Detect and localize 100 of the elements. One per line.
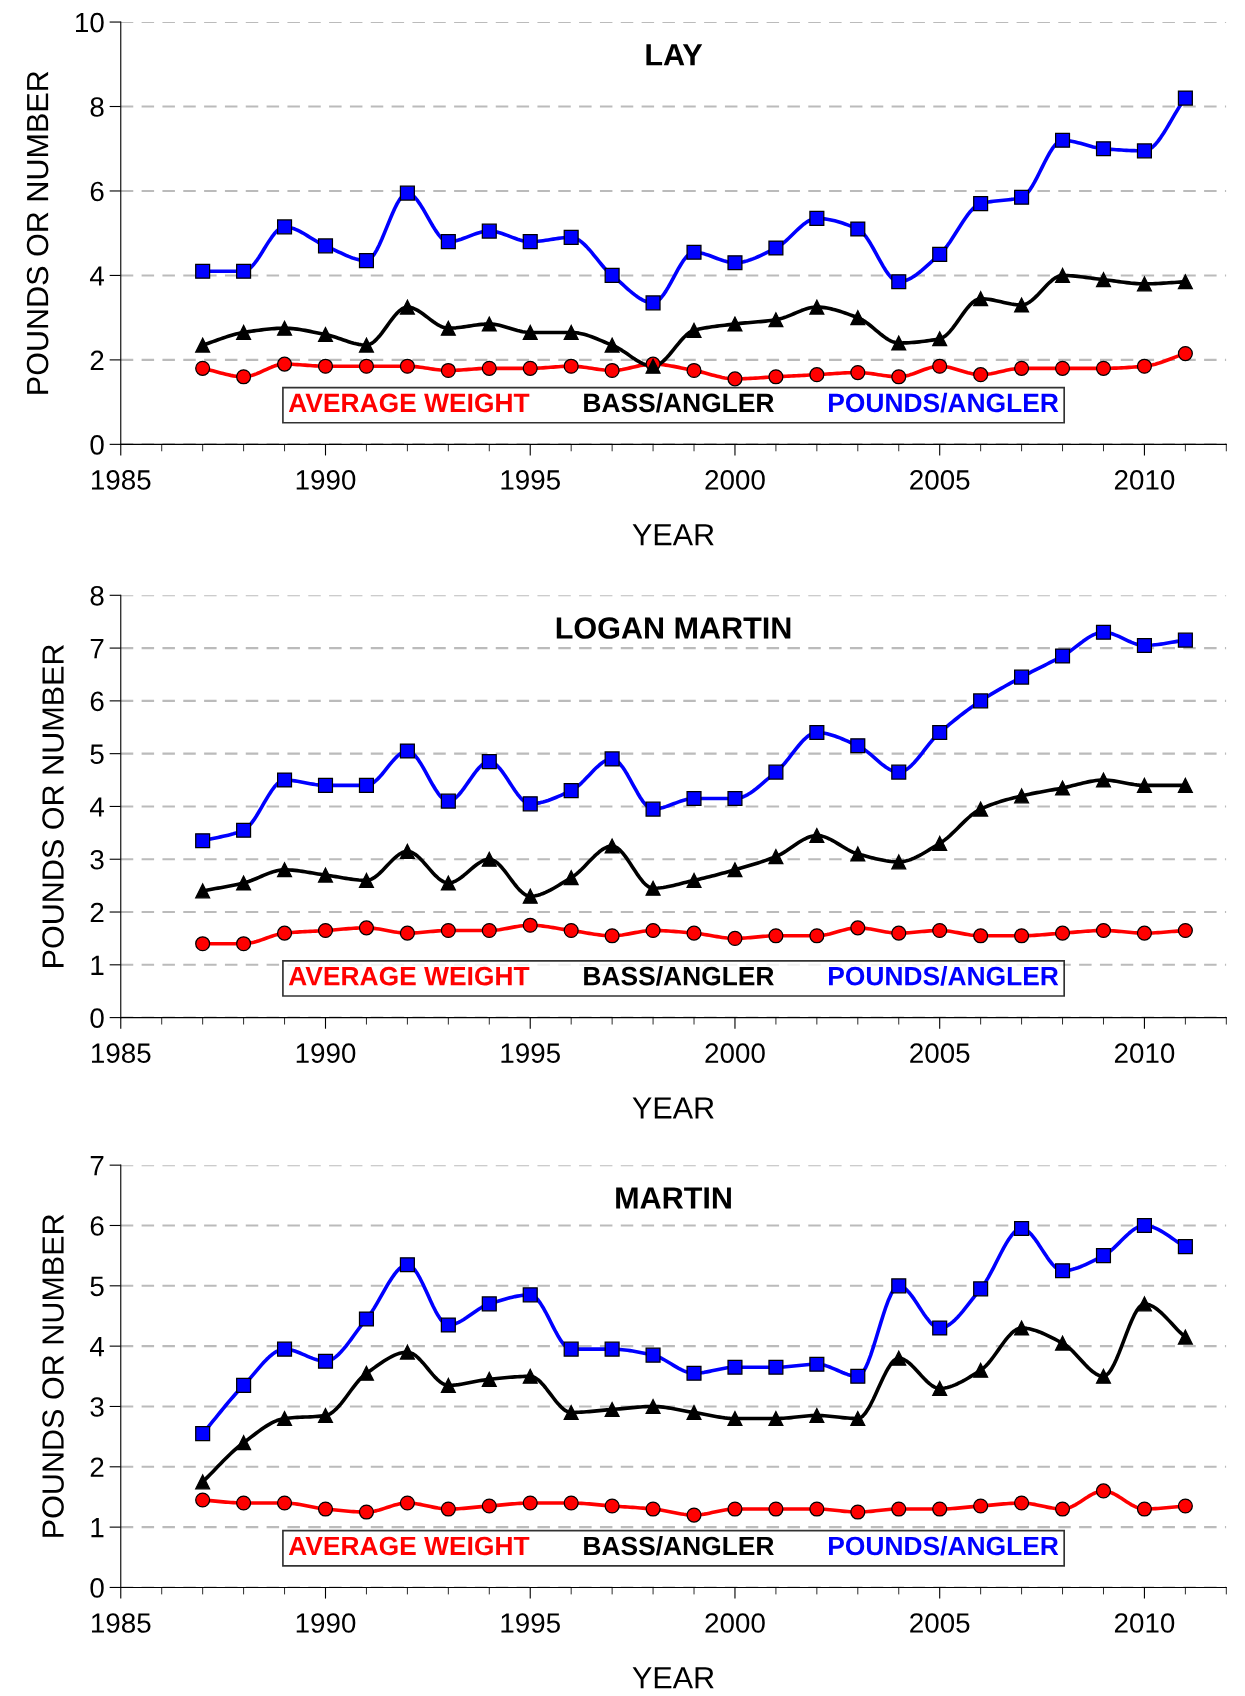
point (563, 783, 579, 799)
x-tick-label: 1995 (501, 470, 560, 490)
point (317, 867, 334, 883)
point (973, 928, 989, 944)
y-tick-label: 4 (89, 1337, 104, 1357)
point (932, 835, 948, 851)
point (1054, 648, 1071, 664)
point (727, 1501, 743, 1517)
point (1014, 928, 1030, 944)
point (604, 751, 620, 767)
point (440, 320, 456, 336)
point (604, 928, 620, 944)
point (809, 299, 825, 315)
point (1136, 1501, 1153, 1517)
point (973, 367, 989, 383)
point (645, 1501, 661, 1517)
x-tick-label: 2010 (1114, 1043, 1175, 1063)
point (932, 922, 948, 939)
point (809, 928, 825, 944)
text: MARTIN (616, 1187, 731, 1209)
y-tick-label: 2 (90, 1457, 104, 1477)
point (891, 274, 907, 290)
point (236, 1435, 252, 1451)
point (645, 801, 661, 817)
y-tick-label: 2 (90, 902, 104, 923)
text: LOGAN MARTIN (556, 617, 791, 639)
x-axis-title: YEAR (632, 524, 714, 546)
point (481, 1371, 497, 1387)
point (481, 1296, 497, 1312)
point (1095, 1248, 1112, 1264)
point (891, 925, 907, 941)
point (317, 1501, 334, 1517)
point (276, 1341, 293, 1357)
point (686, 322, 702, 338)
point (1054, 1501, 1071, 1517)
point (195, 1474, 211, 1490)
point (891, 1501, 907, 1517)
x-tick-label: 1985 (91, 1043, 151, 1063)
point (1095, 360, 1112, 376)
point (1177, 274, 1193, 290)
point (932, 331, 948, 347)
y-tick-label: 7 (90, 1156, 104, 1176)
point (358, 872, 375, 888)
y-tick-label: 8 (90, 585, 104, 606)
y-tick-label: 7 (90, 639, 104, 659)
point (236, 875, 252, 891)
point (686, 925, 702, 941)
y-tick-label: 8 (90, 97, 104, 117)
point (399, 843, 415, 859)
point (358, 358, 375, 374)
point (850, 920, 866, 936)
x-tick-label: 1995 (501, 1613, 560, 1633)
point (1095, 772, 1112, 788)
point (1095, 922, 1112, 939)
x-tick-label: 2010 (1114, 1613, 1175, 1633)
x-axis-title: YEAR (632, 1667, 714, 1689)
point (276, 356, 293, 372)
point (686, 244, 702, 260)
point (1095, 272, 1112, 288)
point (563, 229, 579, 245)
point (481, 851, 497, 867)
point (1014, 297, 1030, 313)
point (399, 299, 415, 315)
point (891, 854, 907, 870)
y-tick-label: 10 (76, 12, 104, 33)
point (399, 358, 415, 374)
series-label: AVERAGE WEIGHT (288, 1536, 530, 1556)
point (236, 822, 252, 838)
point (522, 324, 538, 341)
point (317, 1407, 334, 1424)
point (481, 754, 497, 770)
point (809, 724, 825, 741)
point (686, 1507, 702, 1523)
point (809, 367, 825, 383)
y-tick-label: 4 (89, 266, 104, 286)
series-label: BASS/ANGLER (584, 392, 774, 413)
point (276, 862, 293, 878)
series-label: AVERAGE WEIGHT (288, 393, 530, 413)
y-tick-label: 0 (90, 435, 104, 455)
point (604, 1341, 620, 1357)
point (973, 1362, 989, 1378)
y-tick-label: 6 (90, 1216, 104, 1236)
point (686, 1404, 702, 1421)
point (891, 764, 907, 780)
point (768, 1359, 784, 1375)
point (932, 1320, 948, 1336)
point (563, 1341, 579, 1357)
point (522, 1495, 538, 1511)
point (1177, 1498, 1193, 1514)
point (1054, 360, 1071, 376)
point (399, 185, 415, 201)
point (891, 1278, 907, 1294)
point (317, 777, 334, 793)
point (440, 1317, 456, 1333)
point (973, 1498, 989, 1514)
point (481, 360, 497, 376)
point (604, 1498, 620, 1514)
point (973, 801, 989, 817)
y-tick-label: 2 (90, 350, 104, 370)
point (686, 362, 702, 379)
